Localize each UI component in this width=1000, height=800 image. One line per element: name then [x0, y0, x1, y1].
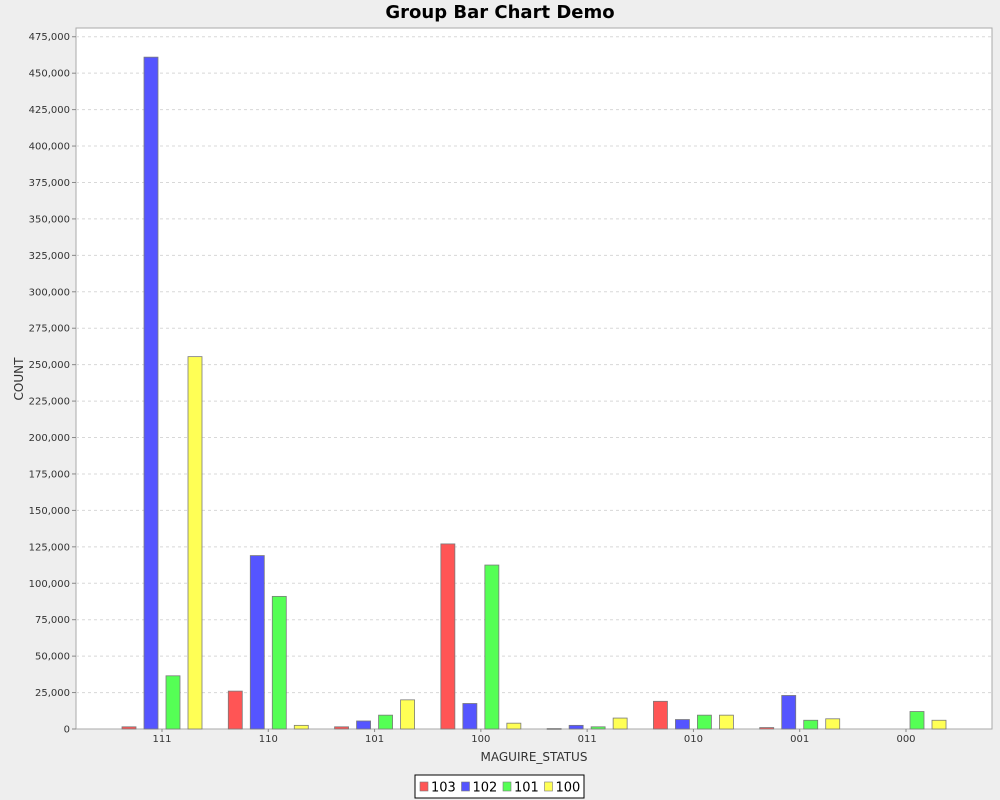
bar-100-110 — [293, 724, 309, 730]
y-axis-ticks: 0 25,000 50,000 75,000 100,000 125,000 150,000… — [29, 32, 76, 736]
legend-label: 101 — [514, 781, 539, 796]
bar-102-101 — [356, 720, 371, 730]
y-tick-label: 125,000 — [29, 542, 70, 553]
y-tick-label: 75,000 — [35, 615, 70, 626]
y-tick-label: 425,000 — [29, 105, 70, 116]
legend-swatch-100 — [544, 781, 553, 792]
bar-101-010 — [697, 714, 712, 730]
bar-103-001 — [759, 727, 775, 730]
legend-swatch-103 — [419, 781, 429, 792]
bar-102-110 — [249, 555, 265, 730]
bar-102-011 — [568, 724, 584, 730]
legend-label: 103 — [431, 781, 456, 796]
y-tick-label: 300,000 — [29, 287, 70, 298]
legend-label: 102 — [473, 781, 498, 796]
bar-102-111 — [143, 56, 159, 730]
bar-100-101 — [400, 699, 415, 730]
y-tick-label: 100,000 — [29, 579, 70, 590]
y-tick-label: 250,000 — [29, 360, 70, 371]
bar-101-101 — [378, 714, 393, 730]
bar-103-110 — [227, 690, 243, 730]
y-axis-title: COUNT — [12, 357, 26, 401]
bar-103-111 — [121, 726, 137, 730]
y-tick-label: 200,000 — [29, 433, 70, 444]
x-tick-label: 011 — [578, 734, 597, 745]
x-tick-label: 010 — [684, 734, 703, 745]
legend-swatch-102 — [461, 781, 470, 792]
bar-101-111 — [165, 675, 181, 730]
bar-103-011 — [546, 728, 562, 730]
y-tick-label: 450,000 — [29, 69, 70, 80]
chart-title: Group Bar Chart Demo — [385, 2, 614, 23]
x-tick-label: 001 — [790, 734, 809, 745]
gridlines — [76, 36, 992, 694]
bar-102-100 — [462, 703, 478, 730]
x-axis-title: MAGUIRE_STATUS — [481, 750, 588, 764]
y-tick-label: 225,000 — [29, 397, 70, 408]
y-tick-label: 350,000 — [29, 214, 70, 225]
bar-101-000 — [909, 711, 925, 730]
y-tick-label: 0 — [64, 725, 70, 736]
bar-101-100 — [484, 564, 500, 730]
y-tick-label: 325,000 — [29, 251, 70, 262]
legend-label: 100 — [556, 781, 581, 796]
bar-103-101 — [334, 726, 349, 730]
y-tick-label: 375,000 — [29, 178, 70, 189]
bar-101-110 — [271, 595, 287, 730]
x-tick-label: 111 — [152, 734, 171, 745]
bar-103-100 — [440, 543, 456, 730]
x-tick-label: 101 — [365, 734, 384, 745]
bar-100-111 — [187, 356, 203, 730]
bar-102-001 — [781, 695, 797, 730]
y-tick-label: 50,000 — [35, 652, 70, 663]
y-tick-label: 475,000 — [29, 32, 70, 43]
bar-100-001 — [825, 718, 841, 730]
legend-box — [414, 774, 585, 799]
y-tick-label: 175,000 — [29, 469, 70, 480]
y-tick-label: 275,000 — [29, 324, 70, 335]
bar-100-000 — [931, 719, 947, 730]
legend-swatch-101 — [502, 781, 512, 792]
x-tick-label: 100 — [471, 734, 490, 745]
bar-100-100 — [506, 722, 522, 730]
bar-101-001 — [803, 719, 819, 730]
bar-100-011 — [612, 717, 628, 730]
y-tick-label: 400,000 — [29, 142, 70, 153]
x-tick-label: 110 — [259, 734, 278, 745]
plot-area — [75, 27, 993, 730]
bars — [121, 56, 947, 730]
bar-102-010 — [675, 719, 690, 730]
bar-100-010 — [719, 714, 734, 730]
legend: 103 102 101 100 — [414, 774, 585, 799]
bar-103-010 — [653, 700, 668, 730]
x-tick-label: 000 — [896, 734, 915, 745]
y-tick-label: 150,000 — [29, 506, 70, 517]
y-tick-label: 25,000 — [35, 688, 70, 699]
bar-101-011 — [590, 726, 606, 730]
x-axis-ticks: 111 110 101 100 011 010 001 000 — [152, 729, 916, 745]
